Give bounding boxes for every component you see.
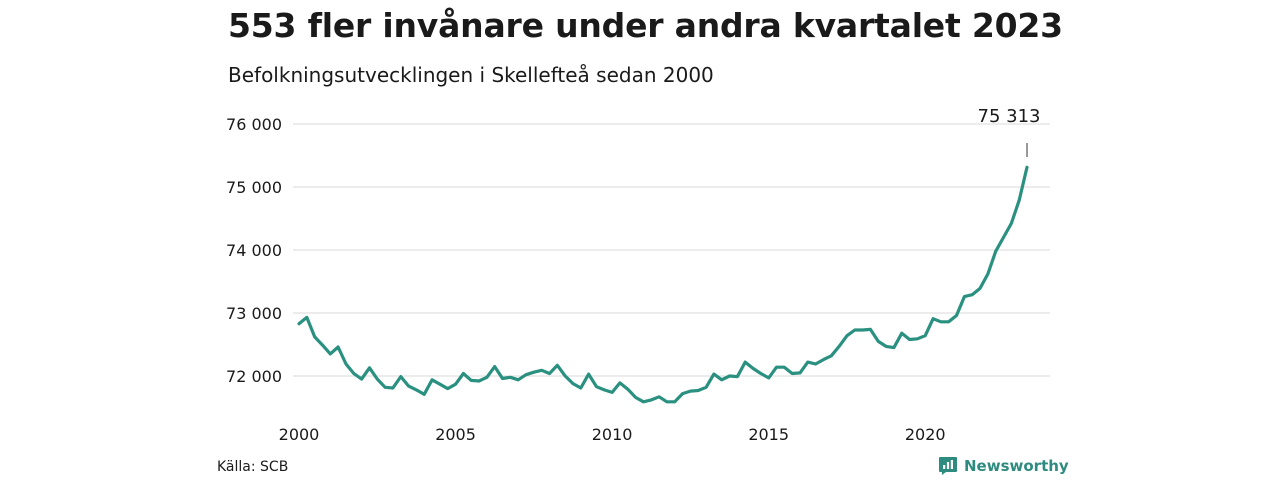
source-note: Källa: SCB (217, 459, 289, 475)
chart-subtitle: Befolkningsutvecklingen i Skellefteå sed… (228, 63, 714, 87)
series-line (297, 165, 1029, 404)
brand-logo-group[interactable]: Newsworthy (938, 456, 1069, 476)
y-tick-label: 75 000 (226, 178, 282, 197)
x-tick-label: 2015 (748, 425, 789, 444)
bar-chart-speech-bubble-icon (939, 457, 957, 475)
x-tick-label: 2010 (592, 425, 633, 444)
y-tick-label: 73 000 (226, 304, 282, 323)
x-tick-label: 2020 (905, 425, 946, 444)
y-tick-label: 72 000 (226, 367, 282, 386)
annotation-label: 75 313 (978, 106, 1041, 127)
y-tick-label: 74 000 (226, 241, 282, 260)
x-tick-label: 2000 (279, 425, 320, 444)
brand-name: Newsworthy (964, 457, 1069, 475)
y-tick-label: 76 000 (226, 115, 282, 134)
x-tick-label: 2005 (435, 425, 476, 444)
chart-title: 553 fler invånare under andra kvartalet … (228, 6, 1063, 45)
